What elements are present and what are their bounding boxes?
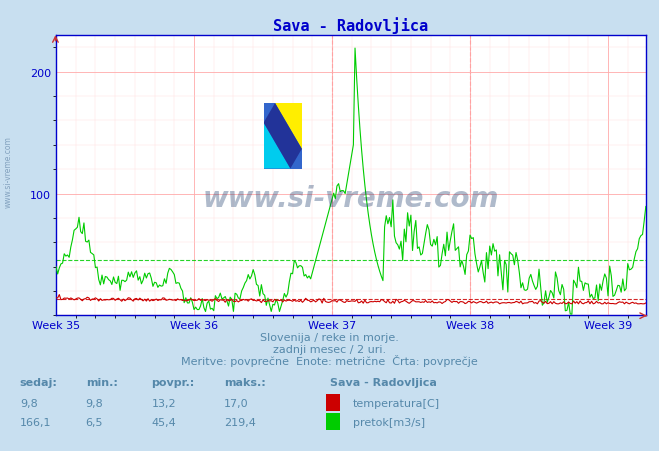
Text: www.si-vreme.com: www.si-vreme.com — [3, 135, 13, 207]
Text: min.:: min.: — [86, 377, 117, 387]
Text: temperatura[C]: temperatura[C] — [353, 398, 440, 408]
Text: 166,1: 166,1 — [20, 417, 51, 427]
Polygon shape — [264, 124, 291, 169]
Polygon shape — [264, 104, 302, 169]
Text: 45,4: 45,4 — [152, 417, 177, 427]
Polygon shape — [275, 104, 302, 150]
Text: Meritve: povprečne  Enote: metrične  Črta: povprečje: Meritve: povprečne Enote: metrične Črta:… — [181, 354, 478, 366]
Text: 9,8: 9,8 — [86, 398, 103, 408]
Title: Sava - Radovljica: Sava - Radovljica — [273, 17, 428, 33]
Text: 9,8: 9,8 — [20, 398, 38, 408]
Text: sedaj:: sedaj: — [20, 377, 57, 387]
Text: zadnji mesec / 2 uri.: zadnji mesec / 2 uri. — [273, 345, 386, 354]
Text: povpr.:: povpr.: — [152, 377, 195, 387]
Text: 17,0: 17,0 — [224, 398, 248, 408]
Text: www.si-vreme.com: www.si-vreme.com — [203, 184, 499, 212]
Text: Sava - Radovljica: Sava - Radovljica — [330, 377, 436, 387]
Text: pretok[m3/s]: pretok[m3/s] — [353, 417, 424, 427]
Text: 219,4: 219,4 — [224, 417, 256, 427]
Text: 13,2: 13,2 — [152, 398, 176, 408]
Text: 6,5: 6,5 — [86, 417, 103, 427]
Text: maks.:: maks.: — [224, 377, 266, 387]
Text: Slovenija / reke in morje.: Slovenija / reke in morje. — [260, 332, 399, 342]
